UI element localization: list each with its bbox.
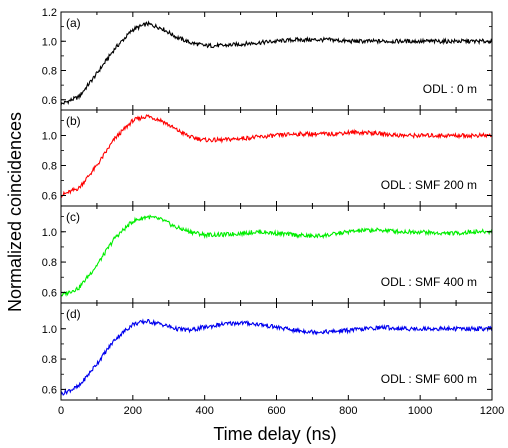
annotation-2: ODL : SMF 200 m	[381, 178, 477, 192]
x-tick-label: 1200	[480, 405, 504, 417]
series-line-3	[60, 214, 493, 298]
x-tick-label: 1000	[408, 405, 432, 417]
panel-label-2: (b)	[66, 114, 81, 128]
y-tick-label: 1.0	[42, 227, 57, 239]
y-tick-label: 0.8	[42, 66, 57, 78]
series-line-2	[60, 114, 493, 198]
y-tick-label: 0.6	[42, 384, 57, 396]
panel-label-4: (d)	[66, 307, 81, 321]
annotation-4: ODL : SMF 600 m	[381, 372, 477, 386]
panel-label-1: (a)	[66, 16, 81, 30]
x-tick-label: 600	[267, 405, 285, 417]
y-tick-label: 0.6	[42, 191, 57, 203]
y-tick-label: 1.0	[42, 36, 57, 48]
x-tick-label: 400	[195, 405, 213, 417]
y-tick-label: 1.0	[42, 324, 57, 336]
x-tick-label: 800	[339, 405, 357, 417]
y-tick-label: 1.0	[42, 131, 57, 143]
y-tick-label: 0.6	[42, 287, 57, 299]
panel-label-3: (c)	[66, 210, 80, 224]
x-axis-title: Time delay (ns)	[213, 424, 336, 444]
annotation-3: ODL : SMF 400 m	[381, 275, 477, 289]
y-tick-label: 0.8	[42, 257, 57, 269]
x-tick-label: 0	[58, 405, 64, 417]
y-tick-label: 0.6	[42, 95, 57, 107]
x-tick-label: 200	[124, 405, 142, 417]
y-axis-title: Normalized coincidences	[5, 112, 25, 312]
y-tick-label: 0.8	[42, 161, 57, 173]
y-tick-label: 0.8	[42, 354, 57, 366]
series-line-4	[60, 318, 493, 396]
annotation-1: ODL : 0 m	[423, 82, 477, 96]
series-line-1	[60, 20, 493, 106]
y-tick-label: 1.2	[42, 7, 57, 19]
